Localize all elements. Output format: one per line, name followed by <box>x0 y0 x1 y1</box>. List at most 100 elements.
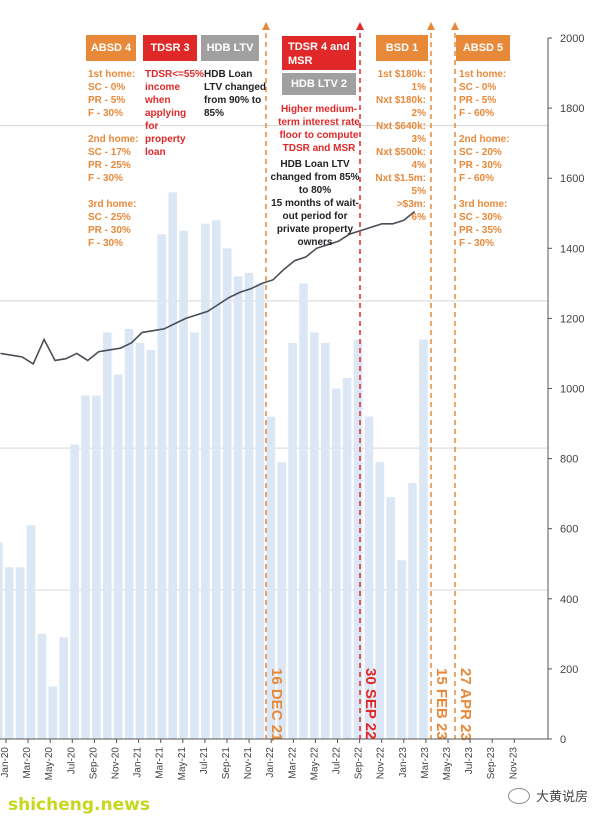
event-date-label-1: 30 SEP 22 <box>362 668 379 739</box>
bar-31 <box>331 388 341 739</box>
bar-7 <box>70 444 79 739</box>
bar-27 <box>288 342 297 739</box>
bar-30 <box>321 342 330 739</box>
tag-absd5: ABSD 5 <box>456 35 510 61</box>
event-arrow-0 <box>262 22 270 30</box>
bar-12 <box>124 328 134 739</box>
bar-0 <box>0 542 3 739</box>
note-tdsr4-red: Higher medium- term interest rate floor … <box>278 104 360 154</box>
bar-23 <box>244 272 254 739</box>
event-date-label-3: 27 APR 23 <box>457 668 474 741</box>
bar-8 <box>81 395 90 739</box>
note-absd4: 1st home: SC - 0% PR - 5% F - 30% 2nd ho… <box>88 69 139 249</box>
y-tick-label-8: 1600 <box>560 173 584 185</box>
x-tick-label-13: Mar-22 <box>287 747 298 779</box>
note-tdsr3: TDSR<=55% income when applying for prope… <box>145 69 204 158</box>
bar-36 <box>386 497 395 739</box>
y-tick-label-1: 200 <box>560 664 578 676</box>
x-tick-label-18: Jan-23 <box>398 747 409 778</box>
tag-bsd1: BSD 1 <box>376 35 428 61</box>
x-tick-label-8: May-21 <box>177 747 188 781</box>
bar-28 <box>299 283 308 739</box>
line-path <box>0 210 416 366</box>
bar-5 <box>48 686 58 739</box>
bar-25 <box>266 416 276 739</box>
x-tick-label-23: Nov-23 <box>508 747 519 780</box>
bar-6 <box>59 637 68 739</box>
bar-11 <box>113 374 123 739</box>
x-tick-label-7: Mar-21 <box>155 747 166 779</box>
x-tick-label-17: Nov-22 <box>376 747 387 780</box>
note-bsd1: 1st $180k: 1% Nxt $180k: 2% Nxt $640k: 3… <box>375 69 426 223</box>
tag-hdb-ltv2: HDB LTV 2 <box>282 73 356 95</box>
x-tick-label-5: Nov-20 <box>111 747 122 780</box>
line-series <box>0 210 416 366</box>
bar-1 <box>4 567 14 739</box>
note-tdsr4-black: HDB Loan LTV changed from 85% to 80% 15 … <box>270 159 360 248</box>
y-tick-label-4: 800 <box>560 454 578 466</box>
bar-10 <box>103 332 112 739</box>
watermark-right-text: 大黄说房 <box>535 790 588 805</box>
y-tick-label-6: 1200 <box>560 313 584 325</box>
bar-9 <box>92 395 101 739</box>
event-arrow-3 <box>451 22 459 30</box>
x-tick-label-15: Jul-22 <box>332 747 343 775</box>
bar-14 <box>146 349 156 739</box>
bar-series <box>0 192 428 740</box>
bar-34 <box>364 416 374 739</box>
x-tick-label-20: May-23 <box>442 747 453 781</box>
bar-18 <box>190 332 199 739</box>
note-hdb-ltv: HDB Loan LTV changed from 90% to 85% <box>204 69 267 119</box>
bar-29 <box>310 332 319 739</box>
event-lines: 16 DEC 21 30 SEP 22 15 FEB 23 27 APR 23 <box>262 22 474 741</box>
y-tick-label-9: 1800 <box>560 103 584 115</box>
y-tick-label-0: 0 <box>560 734 566 746</box>
bar-21 <box>222 248 232 740</box>
x-tick-label-11: Nov-21 <box>243 747 254 780</box>
tag-absd4: ABSD 4 <box>86 35 136 61</box>
x-tick-label-6: Jan-21 <box>133 747 144 778</box>
bar-39 <box>419 339 428 739</box>
x-tick-label-14: May-22 <box>309 747 320 781</box>
bar-13 <box>135 342 145 739</box>
x-tick-label-12: Jan-22 <box>265 747 276 778</box>
wechat-icon <box>507 787 530 804</box>
x-tick-label-10: Sep-21 <box>221 747 232 780</box>
x-tick-label-21: Jul-23 <box>464 747 475 775</box>
y-axis: 0 200 400 600 800 1000 1200 1400 1600 1800 2000 <box>547 33 584 746</box>
tag-tdsr4-msr: TDSR 4 and MSR <box>282 36 356 70</box>
note-absd5: 1st home: SC - 0% PR - 5% F - 60% 2nd ho… <box>459 69 510 249</box>
bar-35 <box>375 462 385 739</box>
y-tick-label-10: 2000 <box>560 33 584 45</box>
bar-32 <box>342 377 352 739</box>
bar-22 <box>233 276 243 739</box>
x-tick-label-3: Jul-20 <box>66 747 77 775</box>
y-tick-label-2: 400 <box>560 594 578 606</box>
x-tick-label-4: Sep-20 <box>88 747 99 780</box>
bar-19 <box>201 223 210 739</box>
bar-4 <box>37 633 47 739</box>
watermark-right: 大黄说房 <box>507 786 588 805</box>
bar-3 <box>26 525 36 739</box>
y-tick-label-7: 1400 <box>560 243 584 255</box>
bar-20 <box>212 220 221 739</box>
event-arrow-2 <box>427 22 435 30</box>
event-date-label-0: 16 DEC 21 <box>268 668 285 741</box>
x-tick-label-0: Jan-20 <box>0 747 11 778</box>
bar-26 <box>277 462 286 739</box>
y-tick-label-3: 600 <box>560 524 578 536</box>
x-axis: Jan-20 Mar-20 May-20 Jul-20 Sep-20 Nov-20 Jan-… <box>0 738 548 781</box>
tag-hdb-ltv: HDB LTV <box>201 35 259 61</box>
x-tick-label-22: Sep-23 <box>486 747 497 780</box>
watermark-left: shicheng.news <box>8 795 150 815</box>
event-arrow-1 <box>356 22 364 30</box>
x-tick-label-16: Sep-22 <box>354 747 365 780</box>
bar-15 <box>157 234 167 739</box>
bar-33 <box>353 339 363 739</box>
x-tick-label-9: Jul-21 <box>199 747 210 775</box>
bar-24 <box>255 283 265 739</box>
bar-2 <box>15 567 25 739</box>
tag-tdsr3: TDSR 3 <box>143 35 197 61</box>
bar-17 <box>179 230 188 739</box>
